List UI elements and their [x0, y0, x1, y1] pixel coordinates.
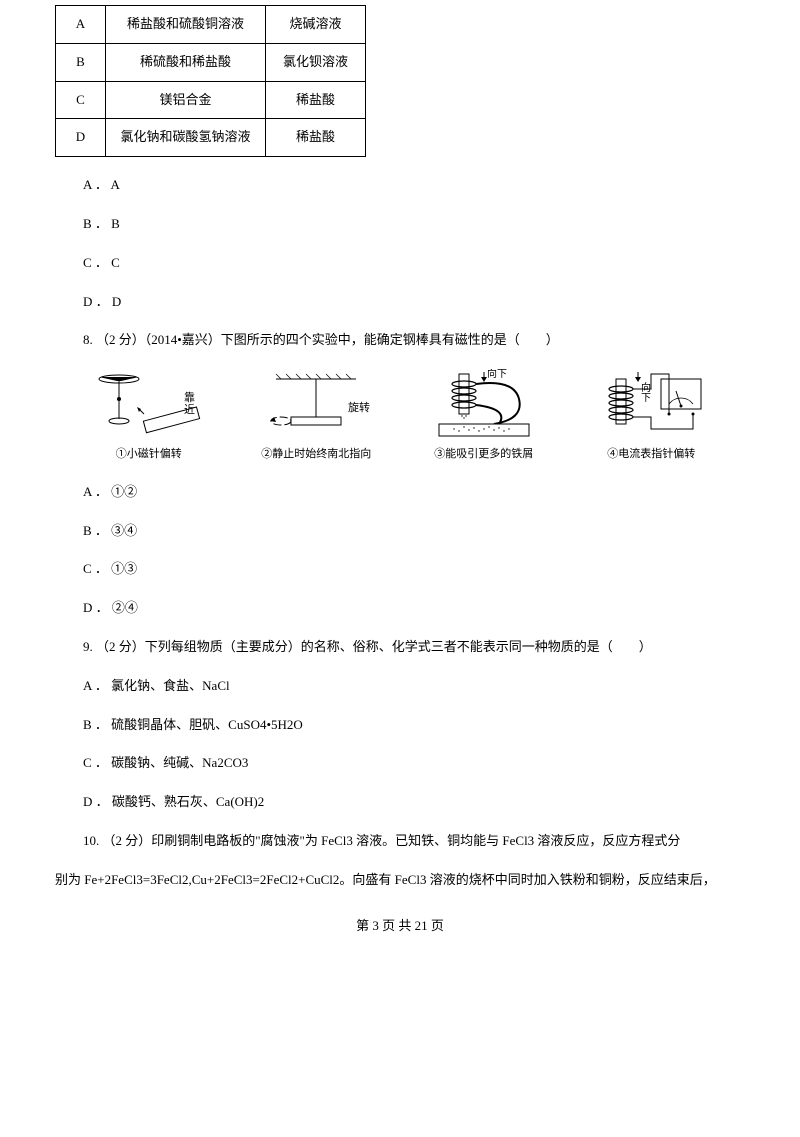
option-d: D ． D [83, 292, 745, 313]
figure-row: 靠 近 ①小磁针偏转 旋转 ②静止时始终南北指向 [55, 369, 745, 464]
fig1-side-label2: 近 [184, 403, 195, 416]
figure-4-caption: ④电流表指针偏转 [607, 446, 695, 464]
cell: 氯化钡溶液 [266, 43, 366, 81]
table-row: C 镁铝合金 稀盐酸 [56, 81, 366, 119]
compass-needle-icon: 靠 近 [89, 369, 209, 444]
q9-option-b: B ． 硫酸铜晶体、胆矾、CuSO4•5H2O [83, 715, 745, 736]
suspended-bar-icon: 旋转 [256, 369, 376, 444]
fig4-up-label2: 下 [641, 393, 651, 404]
q9-option-a: A ． 氯化钠、食盐、NaCl [83, 676, 745, 697]
figure-1: 靠 近 ①小磁针偏转 [74, 369, 224, 464]
fig3-up-label: 向下 [487, 369, 507, 380]
question-8-stem: 8. （2 分）（2014•嘉兴）下图所示的四个实验中，能确定钢棒具有磁性的是（… [83, 330, 745, 351]
cell: 稀盐酸 [266, 81, 366, 119]
figure-3: 向下 ③能吸引更多的铁屑 [409, 369, 559, 464]
cell: 稀盐酸和硫酸铜溶液 [106, 6, 266, 44]
page-footer: 第 3 页 共 21 页 [55, 916, 745, 937]
figure-2-caption: ②静止时始终南北指向 [261, 446, 371, 464]
cell: 氯化钠和碳酸氢钠溶液 [106, 119, 266, 157]
q8-option-d: D ． ②④ [83, 598, 745, 619]
table-row: D 氯化钠和碳酸氢钠溶液 稀盐酸 [56, 119, 366, 157]
figure-1-caption: ①小磁针偏转 [116, 446, 182, 464]
table-row: B 稀硫酸和稀盐酸 氯化钡溶液 [56, 43, 366, 81]
cell: C [56, 81, 106, 119]
cell: 稀盐酸 [266, 119, 366, 157]
cell: 稀硫酸和稀盐酸 [106, 43, 266, 81]
cell: 烧碱溶液 [266, 6, 366, 44]
q8-option-c: C ． ①③ [83, 559, 745, 580]
cell: 镁铝合金 [106, 81, 266, 119]
coil-iron-filings-icon: 向下 [424, 369, 544, 444]
question-9-stem: 9. （2 分）下列每组物质（主要成分）的名称、俗称、化学式三者不能表示同一种物… [83, 637, 745, 658]
option-b: B ． B [83, 214, 745, 235]
figure-4: 向 下 ④电流表指针偏转 [576, 369, 726, 464]
fig2-side-label: 旋转 [348, 400, 370, 414]
figure-3-caption: ③能吸引更多的铁屑 [434, 446, 533, 464]
cell: B [56, 43, 106, 81]
option-c: C ． C [83, 253, 745, 274]
cell: D [56, 119, 106, 157]
question-10-line1: 10. （2 分）印刷铜制电路板的"腐蚀液"为 FeCl3 溶液。已知铁、铜均能… [83, 831, 745, 852]
fig1-side-label: 靠 [184, 390, 195, 404]
question-10-line2: 别为 Fe+2FeCl3=3FeCl2,Cu+2FeCl3=2FeCl2+CuC… [55, 870, 745, 891]
q8-option-a: A ． ①② [83, 482, 745, 503]
q9-option-c: C ． 碳酸钠、纯碱、Na2CO3 [83, 753, 745, 774]
figure-2: 旋转 ②静止时始终南北指向 [241, 369, 391, 464]
option-a: A ． A [83, 175, 745, 196]
ammeter-coil-icon: 向 下 [591, 369, 711, 444]
substance-table: A 稀盐酸和硫酸铜溶液 烧碱溶液 B 稀硫酸和稀盐酸 氯化钡溶液 C 镁铝合金 … [55, 5, 366, 157]
q8-option-b: B ． ③④ [83, 521, 745, 542]
q9-option-d: D ． 碳酸钙、熟石灰、Ca(OH)2 [83, 792, 745, 813]
cell: A [56, 6, 106, 44]
table-row: A 稀盐酸和硫酸铜溶液 烧碱溶液 [56, 6, 366, 44]
